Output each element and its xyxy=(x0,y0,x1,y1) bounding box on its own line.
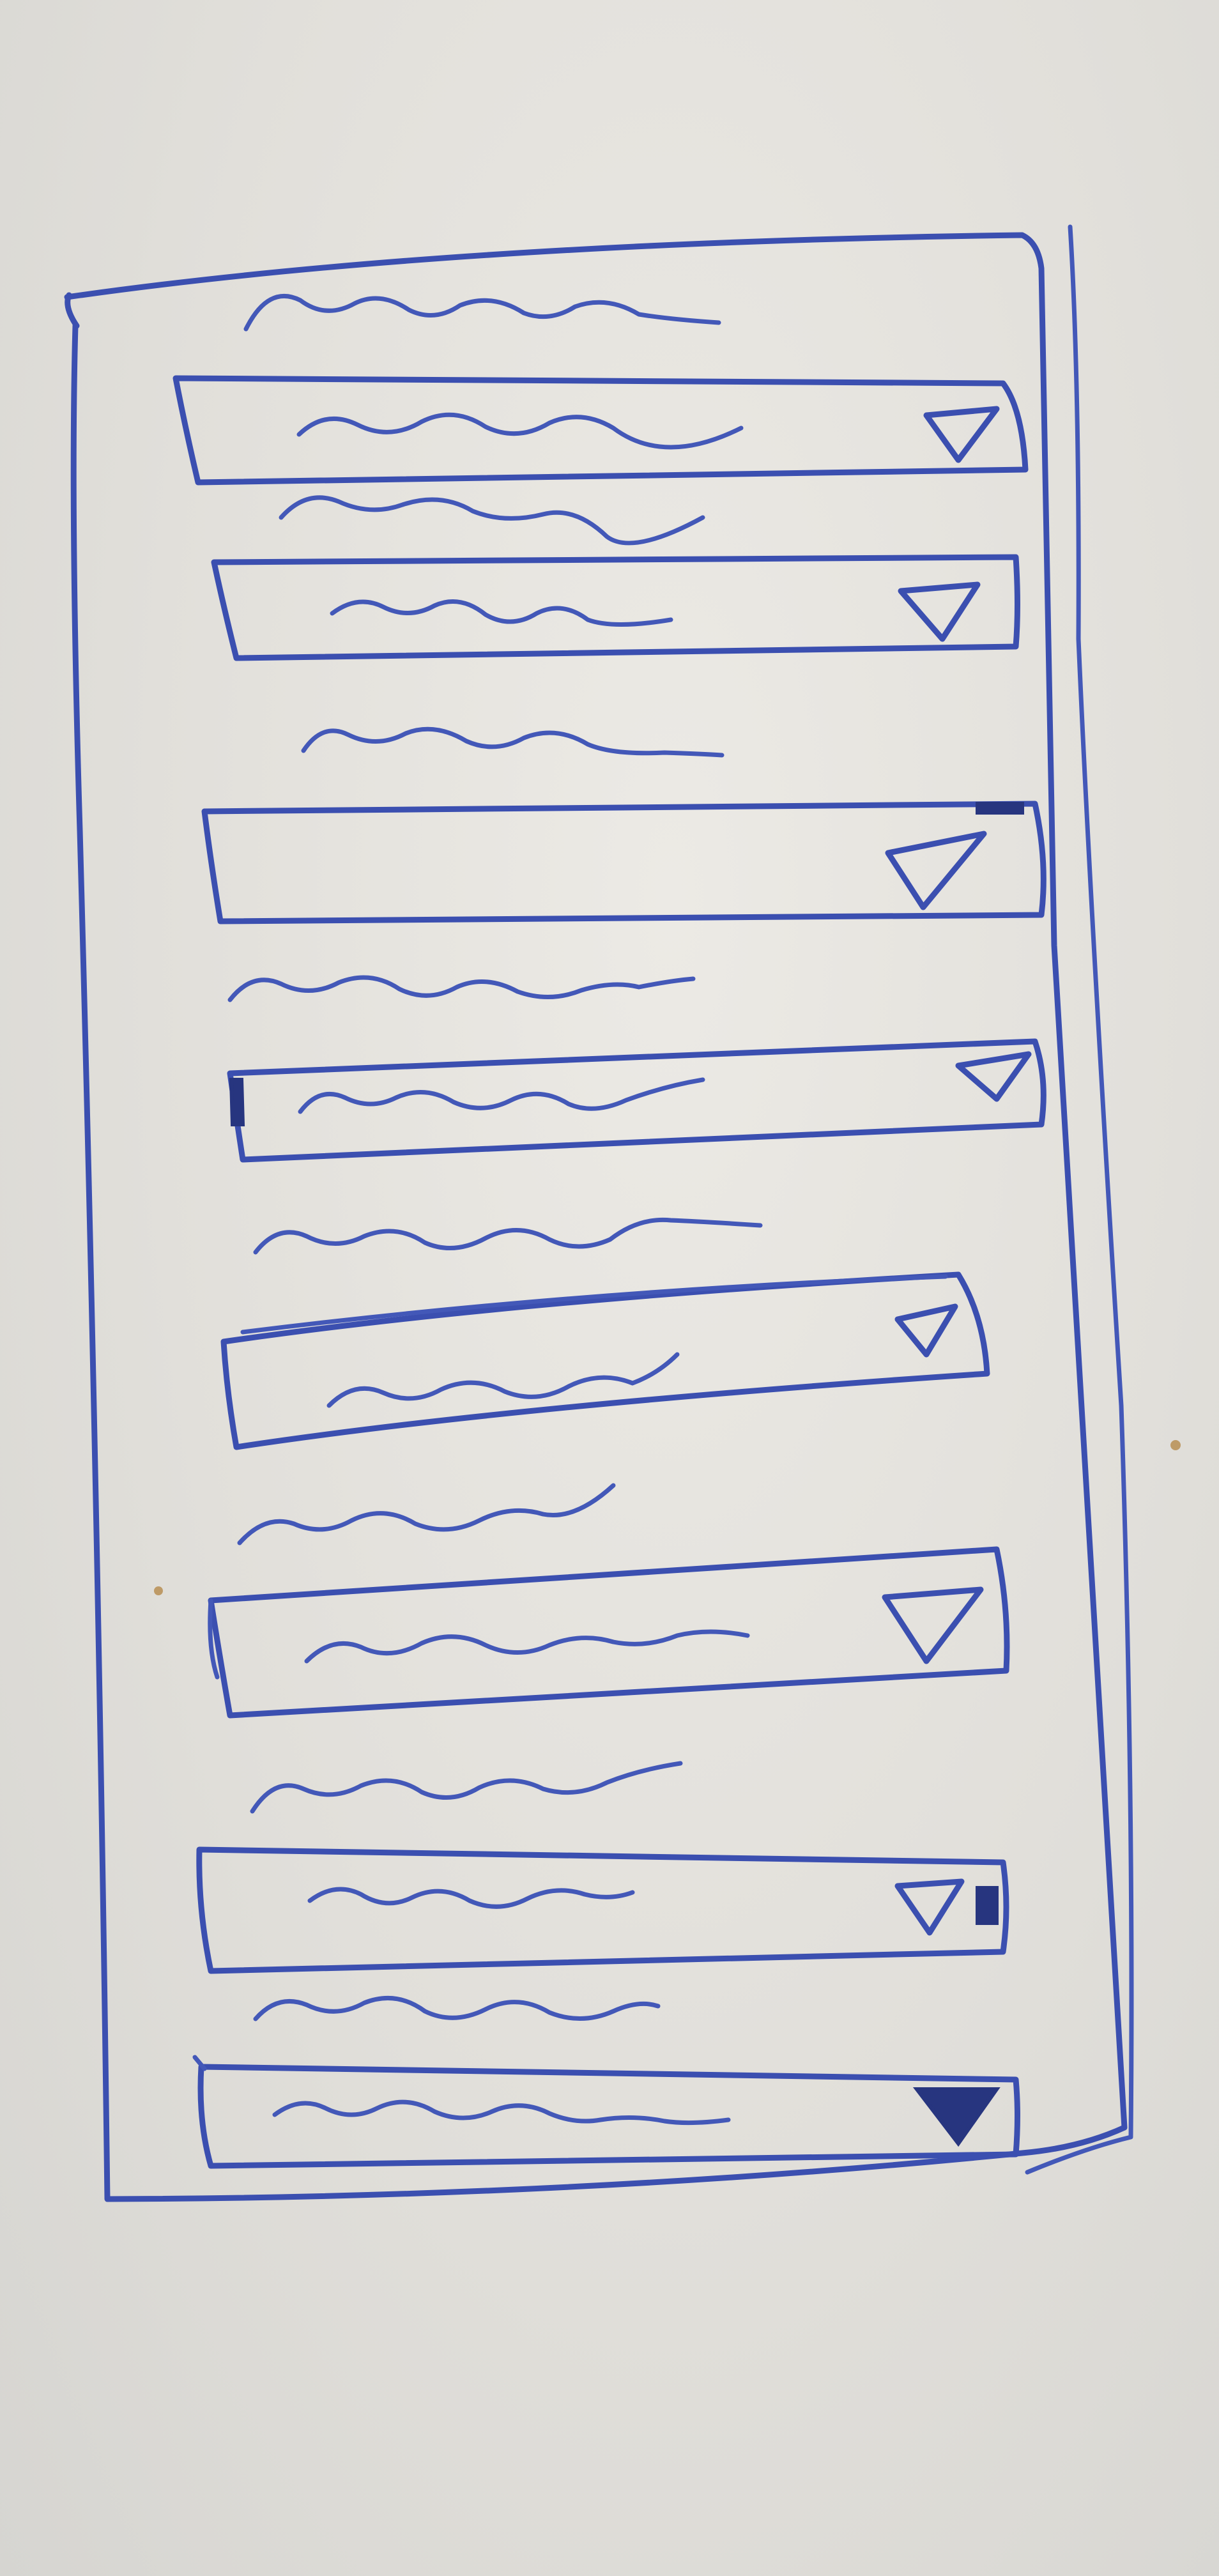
dropdown-value-5 xyxy=(326,1352,680,1408)
dropdown-corner-mark-3 xyxy=(976,802,1024,815)
dropdown-select-3[interactable] xyxy=(201,801,1046,924)
dropdown-left-mark-4 xyxy=(229,1078,245,1126)
paper-specks xyxy=(154,1440,1181,1595)
dropdown-triangle-icon xyxy=(885,831,987,910)
dropdown-triangle-icon xyxy=(923,406,1000,463)
dropdown-triangle-icon xyxy=(912,2087,1000,2147)
dropdown-select-2[interactable] xyxy=(211,554,1020,661)
dropdown-select-7[interactable] xyxy=(196,1846,1009,1974)
field-label-6 xyxy=(237,1483,616,1545)
dropdown-value-6 xyxy=(304,1629,750,1664)
field-label-3 xyxy=(301,726,724,758)
dropdown-triangle-icon xyxy=(955,1051,1032,1102)
dropdown-select-8[interactable] xyxy=(192,2055,1020,2169)
dropdown-value-8 xyxy=(272,2099,731,2126)
dropdown-select-4[interactable] xyxy=(227,1038,1046,1163)
dropdown-select-5[interactable] xyxy=(220,1271,990,1450)
field-label-2 xyxy=(279,495,705,546)
dropdown-select-1[interactable] xyxy=(172,375,1029,486)
dropdown-triangle-icon xyxy=(882,1586,984,1664)
dropdown-value-7 xyxy=(307,1887,635,1909)
dropdown-value-1 xyxy=(296,412,744,450)
scrollbar-track[interactable] xyxy=(1025,224,1134,2175)
field-label-5 xyxy=(253,1217,763,1255)
field-label-1 xyxy=(243,293,721,332)
field-label-7 xyxy=(250,1761,683,1814)
dropdown-triangle-icon xyxy=(894,1878,965,1936)
dropdown-triangle-icon xyxy=(898,581,981,642)
field-label-4 xyxy=(227,975,696,1002)
dropdown-end-mark-7 xyxy=(976,1886,999,1925)
field-label-8 xyxy=(253,1995,661,2021)
dropdown-select-6[interactable] xyxy=(208,1546,1010,1719)
dropdown-value-4 xyxy=(298,1077,705,1114)
dropdown-value-2 xyxy=(330,599,673,627)
dropdown-triangle-icon xyxy=(894,1303,958,1358)
